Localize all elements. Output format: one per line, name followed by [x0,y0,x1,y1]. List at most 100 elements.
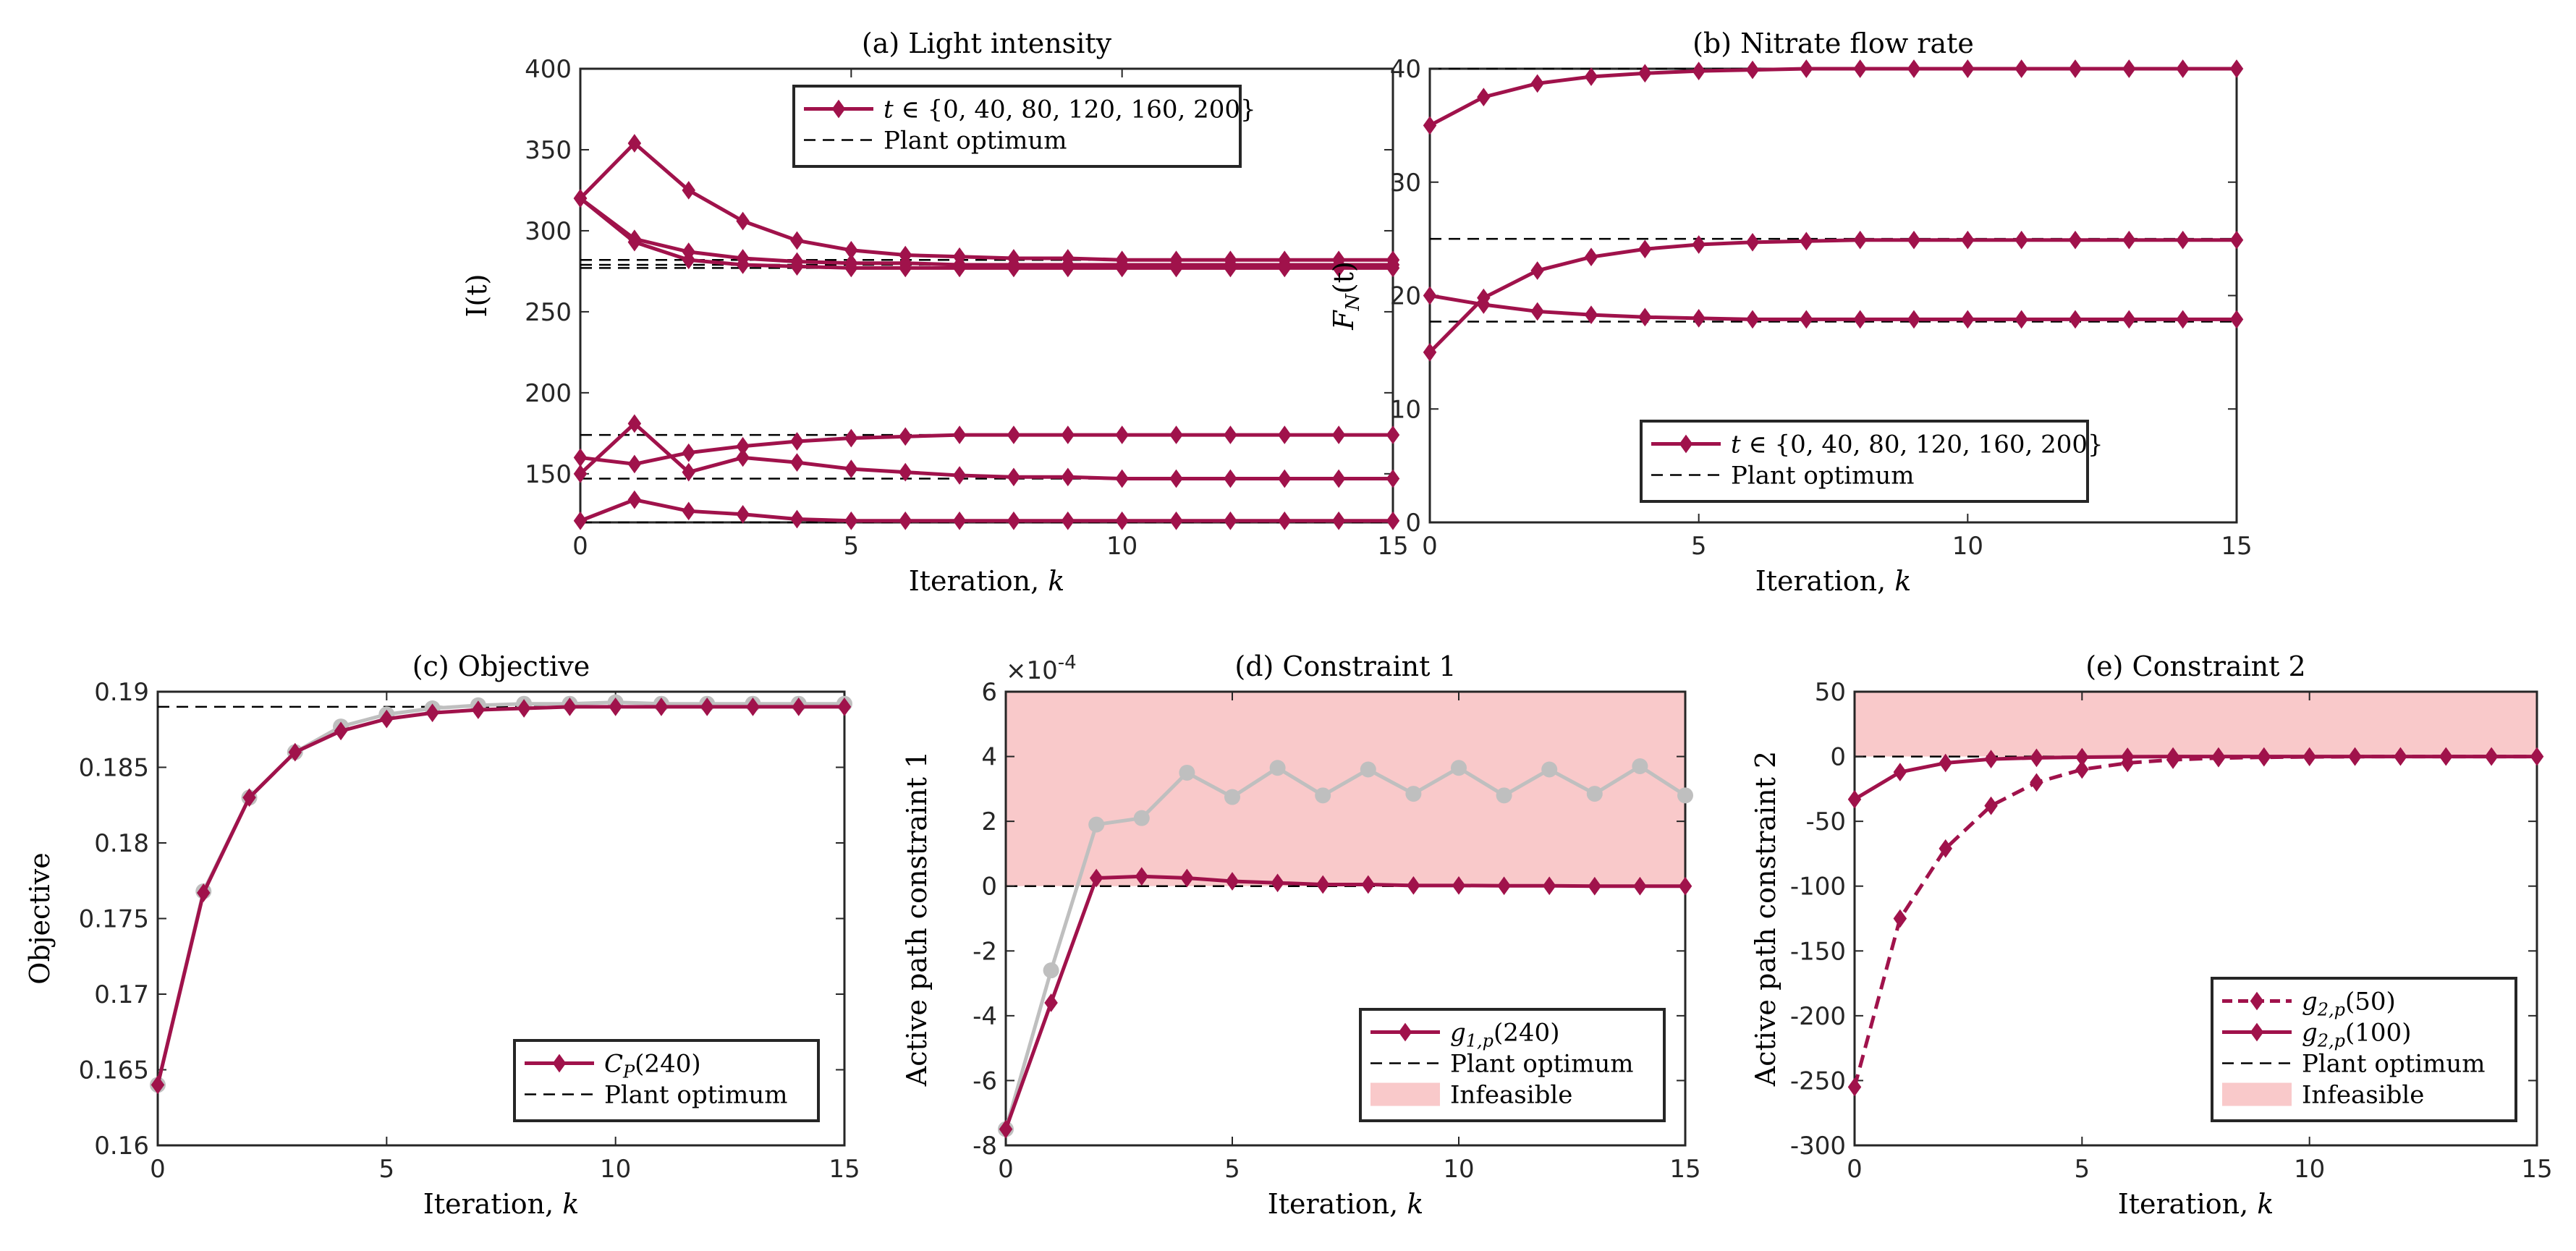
legend-box [1359,1008,1666,1122]
axes-box [1853,690,2538,1147]
series-point [425,703,439,723]
x-tick-label: 5 [1691,532,1707,561]
y-tick-label: 400 [525,55,572,84]
x-tick-label: 15 [1669,1155,1700,1184]
series-point [2068,310,2083,329]
chart-panel-c: 0 5 10 15 0.16 0.165 0.17 0.175 0.18 0.185 0.19 (c)… [24,650,860,1220]
series-line [1429,294,2237,321]
y-tick-label: 2 [981,807,997,836]
legend: t ∈ {0, 40, 80, 120, 160, 200} Plant opti… [1640,420,2103,503]
x-tick-label: 0 [572,532,588,561]
y-tick-label: 0.185 [79,754,149,783]
series-point [627,414,642,433]
series-point [1315,875,1330,894]
series-point [952,466,967,485]
series-point [1961,310,1975,329]
chart-panel-d: 0 5 10 15 -8 -6 -4 -2 0 2 4 6 (d) Constraint 1 Iterat… [901,650,1701,1220]
x-axis-label: Iteration, k [2118,1188,2274,1220]
series-point [2302,747,2316,766]
y-tick-label: 0.175 [79,905,149,934]
series-point [1224,258,1237,278]
series-point [1169,258,1183,278]
series-point [746,697,760,716]
series-point [1278,425,1292,444]
y-tick-label: 40 [1390,55,1421,84]
series-point [2176,59,2190,78]
reference-series-point [1677,787,1693,804]
series-point [1584,247,1598,267]
series-point [1633,876,1647,896]
reference-series-point [1632,758,1648,775]
legend-marker [1679,434,1693,454]
x-tick-label: 0 [150,1155,166,1184]
y-tick-label: -300 [1790,1132,1846,1161]
series-point [682,181,695,200]
series-point [1530,261,1544,280]
series-line [1428,238,2237,354]
series-point [1115,469,1129,488]
y-axis-label: Active path constraint 1 [901,751,933,1087]
y-tick-label: -2 [973,937,997,966]
series-point [2075,747,2089,767]
series-point [898,511,912,530]
legend-box [513,1039,820,1122]
y-tick-label: 150 [525,460,572,489]
series-line [1004,874,1685,1130]
series-point [2439,747,2453,766]
series-point [2348,747,2362,766]
series-point [1893,909,1907,928]
series-point [1800,232,1813,251]
series-point [1745,310,1760,329]
y-tick-label: 6 [981,678,997,707]
series-point [2530,747,2544,766]
series-point [627,490,642,509]
x-tick-label: 10 [1952,532,1983,561]
series-point [1007,467,1021,487]
series-point [700,697,714,716]
chart-title: (b) Nitrate flow rate [1692,27,1974,59]
series-point [1331,511,1346,530]
y-tick-label: 0.19 [94,678,149,707]
series-point [2122,310,2136,329]
series-point [1961,230,1975,250]
series-point [1386,511,1400,530]
series-point [952,511,967,530]
x-tick-label: 15 [829,1155,860,1184]
series-point [790,231,804,250]
reference-series-point [1315,787,1331,804]
series-point [736,255,750,274]
series-line [579,421,1393,481]
legend-marker [2250,991,2264,1011]
series-point [898,427,912,446]
series-point [2014,59,2028,78]
y-tick-label: 50 [1815,678,1846,707]
series-point [1386,425,1400,444]
legend-label: g1,p(240) [1450,1019,1559,1051]
y-tick-label: 0.165 [79,1056,149,1085]
x-axis-label: Iteration, k [909,565,1065,597]
series-point [1115,425,1129,444]
series-point [1452,875,1466,895]
y-tick-label: 10 [1390,395,1421,424]
series-point [2229,59,2244,78]
infeasible-region [1006,692,1685,886]
x-tick-label: 15 [2521,1155,2552,1184]
y-tick-label: -50 [1805,807,1846,836]
y-tick-label: 0 [1405,509,1421,538]
reference-series-point [1179,764,1195,781]
y-axis-label: I(t) [461,274,493,318]
legend-label: t ∈ {0, 40, 80, 120, 160, 200} [1731,431,2103,459]
series-point [837,697,852,716]
series-point [1115,258,1129,278]
series-point [1061,511,1075,530]
series-point [1007,425,1021,444]
series-point [1089,868,1103,888]
chart-title: (d) Constraint 1 [1234,650,1456,682]
series-point [197,883,211,902]
series-point [1115,511,1129,530]
x-tick-label: 10 [2294,1155,2325,1184]
series-point [790,509,804,529]
series-point [573,464,588,483]
